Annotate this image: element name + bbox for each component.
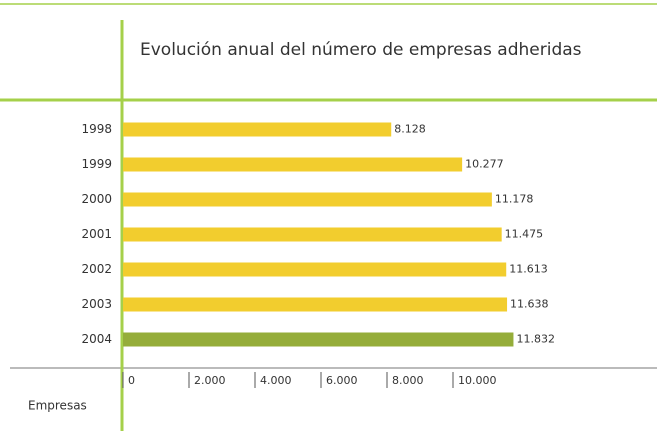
x-tick-label: 10.000 xyxy=(458,374,497,387)
x-tick-label: 8.000 xyxy=(392,374,424,387)
value-label: 11.475 xyxy=(505,228,544,241)
value-label: 10.277 xyxy=(465,158,504,171)
x-axis-label: Empresas xyxy=(28,399,87,413)
x-tick-label: 0 xyxy=(128,374,135,387)
bar xyxy=(123,262,507,277)
bar xyxy=(123,122,392,137)
bar xyxy=(123,297,508,312)
value-label: 11.832 xyxy=(516,333,555,346)
value-label: 11.638 xyxy=(510,298,548,311)
bar xyxy=(123,332,514,347)
x-tick-label: 2.000 xyxy=(194,374,226,387)
y-tick-label: 2000 xyxy=(81,192,112,206)
value-label: 11.178 xyxy=(495,193,534,206)
x-tick-label: 4.000 xyxy=(260,374,292,387)
bar xyxy=(123,227,502,242)
y-tick-label: 2001 xyxy=(81,227,112,241)
y-tick-label: 2004 xyxy=(81,332,112,346)
y-tick-label: 2003 xyxy=(81,297,112,311)
y-tick-label: 2002 xyxy=(81,262,112,276)
bar xyxy=(123,192,492,207)
y-tick-label: 1998 xyxy=(81,122,112,136)
value-label: 8.128 xyxy=(394,123,426,136)
chart-title: Evolución anual del número de empresas a… xyxy=(140,40,582,60)
y-tick-label: 1999 xyxy=(81,157,112,171)
value-label: 11.613 xyxy=(509,263,548,276)
x-tick-label: 6.000 xyxy=(326,374,358,387)
bar xyxy=(123,157,463,172)
